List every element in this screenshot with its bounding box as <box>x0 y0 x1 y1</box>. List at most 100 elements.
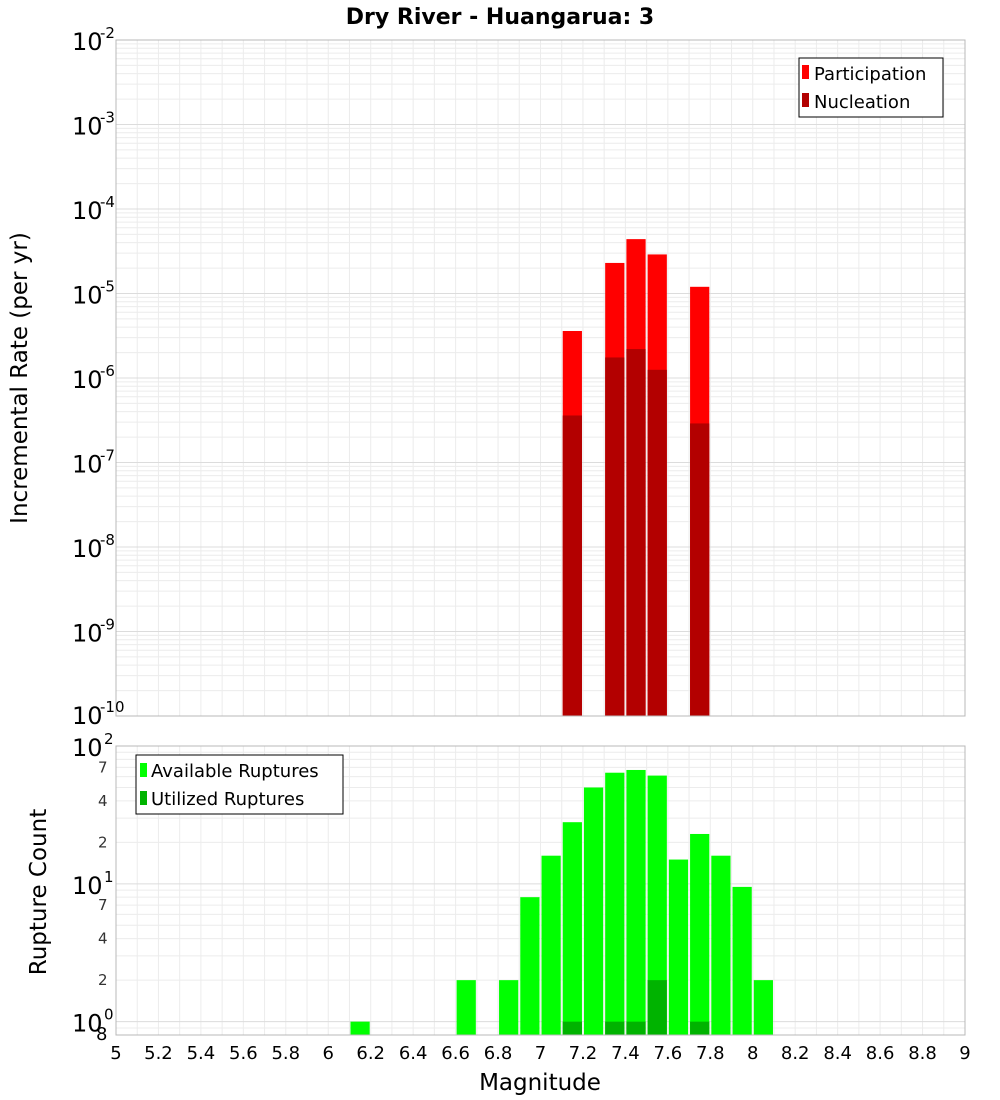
top-legend-box <box>798 57 944 118</box>
x-tick-label: 7.4 <box>611 1043 640 1064</box>
bar-utilized-ruptures-7.55 <box>647 980 667 1035</box>
top-y-tick-exponent: -9 <box>100 616 115 634</box>
legend-label-utilized-ruptures: Utilized Ruptures <box>151 789 304 810</box>
x-tick-label: 9 <box>959 1043 970 1064</box>
legend-label-available-ruptures: Available Ruptures <box>151 761 319 782</box>
top-grid <box>116 40 966 716</box>
x-tick-label: 7.2 <box>569 1043 598 1064</box>
legend-swatch-participation <box>802 65 809 79</box>
bar-available-ruptures-6.85 <box>499 980 519 1035</box>
bottom-y-tick-label: 10 <box>72 872 103 900</box>
bar-nucleation-7.15 <box>562 415 582 716</box>
x-tick-label: 7 <box>535 1043 546 1064</box>
x-tick-label: 5.8 <box>271 1043 300 1064</box>
top-y-tick-exponent: -5 <box>100 278 115 296</box>
bottom-bars <box>350 769 773 1035</box>
top-y-tick-label: 10 <box>72 620 103 648</box>
bar-available-ruptures-7.65 <box>668 859 689 1035</box>
bottom-y-tick-exponent: 0 <box>104 1006 114 1024</box>
bottom-y-tick-label: 10 <box>72 734 103 762</box>
x-tick-label: 5.4 <box>187 1043 216 1064</box>
x-tick-label: 8.6 <box>866 1043 895 1064</box>
bottom-y-minor-tick-label: 7 <box>98 758 108 776</box>
top-y-tick-label: 10 <box>72 535 103 563</box>
top-y-tick-label: 10 <box>72 113 103 141</box>
bottom-legend: Available Ruptures Utilized Ruptures <box>135 754 344 815</box>
bottom-y-tick-exponent: 2 <box>104 730 114 748</box>
bar-available-ruptures-8.05 <box>753 980 773 1035</box>
x-tick-label: 6.8 <box>484 1043 513 1064</box>
x-tick-label: 8 <box>747 1043 758 1064</box>
bar-available-ruptures-6.95 <box>520 897 540 1035</box>
legend-label-participation: Participation <box>814 64 926 85</box>
top-plot-border <box>115 39 966 717</box>
bottom-y-axis-label: Rupture Count <box>26 809 52 975</box>
x-tick-label: 6.6 <box>441 1043 470 1064</box>
bottom-plot-border <box>115 745 966 1036</box>
bar-available-ruptures-7.75 <box>690 833 710 1035</box>
top-y-tick-exponent: -8 <box>100 531 115 549</box>
bar-available-ruptures-7.25 <box>583 787 604 1035</box>
top-y-tick-label: 10 <box>72 451 103 479</box>
bar-utilized-ruptures-7.75 <box>690 1021 710 1035</box>
legend-label-nucleation: Nucleation <box>814 92 910 113</box>
legend-swatch-utilized-ruptures <box>140 791 147 805</box>
bar-available-ruptures-7.15 <box>562 822 582 1035</box>
x-tick-label: 6 <box>323 1043 334 1064</box>
top-y-tick-label: 10 <box>72 366 103 394</box>
bar-utilized-ruptures-7.45 <box>626 1021 646 1035</box>
bottom-y-minor-tick-label: 4 <box>98 792 108 810</box>
top-y-tick-exponent: -10 <box>100 698 125 716</box>
x-tick-label: 8.8 <box>908 1043 937 1064</box>
bar-nucleation-7.55 <box>647 369 667 716</box>
x-tick-label: 5 <box>110 1043 121 1064</box>
x-tick-label: 5.6 <box>229 1043 258 1064</box>
x-tick-label: 6.2 <box>356 1043 385 1064</box>
bottom-grid <box>116 746 966 1035</box>
chart-title: Dry River - Huangarua: 3 <box>346 5 654 30</box>
x-axis-label: Magnitude <box>479 1070 601 1096</box>
bottom-y-tick-exponent: 1 <box>104 868 114 886</box>
legend-swatch-nucleation <box>802 93 809 107</box>
top-y-tick-label: 10 <box>72 282 103 310</box>
bar-available-ruptures-7.35 <box>605 772 625 1035</box>
top-y-tick-exponent: -4 <box>100 193 115 211</box>
bar-available-ruptures-7.05 <box>541 855 561 1035</box>
x-tick-label: 8.4 <box>823 1043 852 1064</box>
bar-nucleation-7.75 <box>690 423 710 716</box>
bar-utilized-ruptures-7.15 <box>562 1021 582 1035</box>
top-y-tick-label: 10 <box>72 702 103 730</box>
bar-available-ruptures-6.65 <box>456 980 476 1035</box>
top-y-axis-label: Incremental Rate (per yr) <box>7 232 33 524</box>
bar-available-ruptures-6.15 <box>350 1021 370 1035</box>
legend-swatch-available-ruptures <box>140 763 147 777</box>
bar-nucleation-7.35 <box>605 357 625 716</box>
bottom-y-minor-tick-label: 7 <box>98 896 108 914</box>
top-y-tick-label: 10 <box>72 28 103 56</box>
x-tick-label: 8.2 <box>781 1043 810 1064</box>
bottom-y-tick-label: 10 <box>72 1010 103 1038</box>
x-tick-labels: 5 5.2 5.4 5.6 5.8 6 6.2 6.4 6.6 6.8 7 7.2 7.4 7.6 7.8 8… <box>110 1043 970 1064</box>
bar-available-ruptures-7.85 <box>711 855 731 1035</box>
top-y-tick-exponent: -2 <box>100 24 115 42</box>
x-tick-label: 7.8 <box>696 1043 725 1064</box>
bar-available-ruptures-7.95 <box>732 886 752 1035</box>
bottom-y-minor-tick-label: 2 <box>98 833 108 851</box>
bar-available-ruptures-7.55 <box>647 775 667 1035</box>
top-y-tick-exponent: -3 <box>100 109 115 127</box>
bar-nucleation-7.45 <box>626 349 646 716</box>
bar-available-ruptures-7.45 <box>626 769 646 1035</box>
bottom-y-minor-tick-label: 2 <box>98 971 108 989</box>
x-tick-label: 6.4 <box>399 1043 428 1064</box>
top-y-tick-exponent: -7 <box>100 447 115 465</box>
bottom-legend-box <box>135 754 344 815</box>
top-bars <box>562 239 710 717</box>
top-legend: Participation Nucleation <box>798 57 944 118</box>
bottom-y-minor-tick-label: 4 <box>98 930 108 948</box>
x-tick-label: 7.6 <box>654 1043 683 1064</box>
